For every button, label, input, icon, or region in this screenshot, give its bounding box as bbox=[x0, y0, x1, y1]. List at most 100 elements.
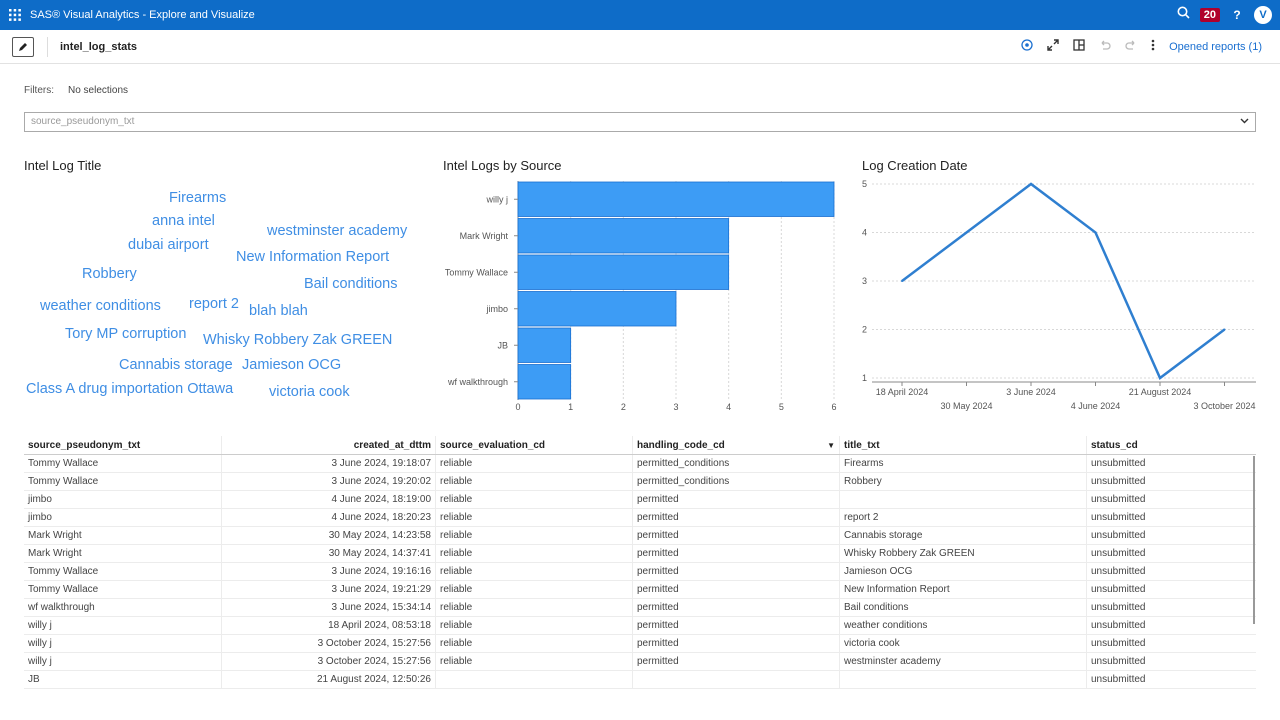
table-cell: unsubmitted bbox=[1091, 620, 1146, 631]
table-cell bbox=[633, 671, 840, 688]
word-cloud-item[interactable]: Robbery bbox=[82, 266, 137, 282]
word-cloud-item[interactable]: Firearms bbox=[169, 190, 227, 206]
word-cloud-item[interactable]: blah blah bbox=[249, 303, 308, 319]
filters-value: No selections bbox=[68, 85, 129, 96]
table-cell: reliable bbox=[436, 491, 633, 508]
word-cloud-item[interactable]: westminster academy bbox=[267, 223, 408, 239]
column-header[interactable]: created_at_dttm bbox=[222, 436, 436, 454]
table-cell: 30 May 2024, 14:23:58 bbox=[222, 527, 436, 544]
y-tick-label: 5 bbox=[862, 179, 867, 189]
notification-badge[interactable]: 20 bbox=[1199, 8, 1220, 22]
table-cell: willy j bbox=[24, 635, 222, 652]
undo-icon[interactable] bbox=[1099, 38, 1111, 56]
x-tick-label: 30 May 2024 bbox=[940, 401, 992, 411]
bar bbox=[517, 364, 572, 400]
line-chart: 1 2 3 4 5 18 April 2024 30 May 2024 3 June 2024… bbox=[862, 179, 1256, 411]
layout-icon[interactable] bbox=[1073, 38, 1085, 56]
table-cell: 3 June 2024, 19:18:07 bbox=[222, 455, 436, 472]
word-cloud-item[interactable]: report 2 bbox=[189, 296, 239, 312]
table-cell: permitted bbox=[633, 527, 840, 544]
table-cell: reliable bbox=[436, 509, 633, 526]
table-row[interactable]: Tommy Wallace 3 June 2024, 19:18:07 reliab… bbox=[24, 455, 1256, 473]
avatar[interactable]: V bbox=[1254, 6, 1272, 24]
word-cloud-item[interactable]: victoria cook bbox=[269, 384, 350, 400]
table-row[interactable]: jimbo 4 June 2024, 18:19:00 reliable permit… bbox=[24, 491, 1256, 509]
table-cell: permitted bbox=[633, 581, 840, 598]
y-tick-label: wf walkthrough bbox=[447, 377, 508, 387]
word-cloud-title: Intel Log Title bbox=[24, 158, 102, 173]
app-menu-icon[interactable] bbox=[0, 0, 30, 30]
help-button[interactable]: ? bbox=[1233, 8, 1241, 22]
line-chart-title: Log Creation Date bbox=[862, 158, 968, 173]
table-cell: permitted bbox=[633, 545, 840, 562]
table-cell: jimbo bbox=[24, 509, 222, 526]
dropdown-placeholder: source_pseudonym_txt bbox=[31, 116, 135, 127]
y-tick-label: 3 bbox=[862, 276, 867, 286]
word-cloud-item[interactable]: weather conditions bbox=[40, 298, 161, 314]
word-cloud-item[interactable]: Whisky Robbery Zak GREEN bbox=[203, 332, 393, 348]
table-cell: reliable bbox=[436, 617, 633, 634]
word-cloud-item[interactable]: anna intel bbox=[152, 213, 215, 229]
column-header-sorted[interactable]: handling_code_cd ▼ bbox=[633, 436, 840, 454]
word-cloud-item[interactable]: New Information Report bbox=[236, 249, 390, 265]
table-row[interactable]: Mark Wright 30 May 2024, 14:23:58 reliable… bbox=[24, 527, 1256, 545]
table-cell: permitted bbox=[633, 509, 840, 526]
table-cell: unsubmitted bbox=[1091, 566, 1146, 577]
x-tick-label: 3 October 2024 bbox=[1193, 401, 1255, 411]
table-cell: reliable bbox=[436, 635, 633, 652]
sort-descending-icon[interactable]: ▼ bbox=[827, 440, 835, 450]
word-cloud-item[interactable]: Tory MP corruption bbox=[65, 326, 187, 342]
word-cloud-item[interactable]: Bail conditions bbox=[304, 276, 398, 292]
column-header[interactable]: source_evaluation_cd bbox=[436, 436, 633, 454]
table-cell: 3 October 2024, 15:27:56 bbox=[222, 635, 436, 652]
search-icon[interactable] bbox=[1177, 6, 1190, 24]
expand-icon[interactable] bbox=[1047, 38, 1059, 56]
table-scrollbar[interactable] bbox=[1253, 456, 1255, 624]
x-tick-label: 4 June 2024 bbox=[1071, 401, 1121, 411]
info-icon[interactable] bbox=[1021, 38, 1033, 56]
column-header[interactable]: title_txt bbox=[840, 436, 1087, 454]
opened-reports-link[interactable]: Opened reports (1) bbox=[1169, 41, 1262, 53]
table-row[interactable]: jimbo 4 June 2024, 18:20:23 reliable permit… bbox=[24, 509, 1256, 527]
chevron-down-icon bbox=[1240, 116, 1249, 128]
edit-button[interactable] bbox=[12, 36, 34, 57]
bar-chart-title: Intel Logs by Source bbox=[443, 158, 562, 173]
word-cloud-item[interactable]: Jamieson OCG bbox=[242, 357, 342, 373]
table-row[interactable]: Tommy Wallace 3 June 2024, 19:20:02 reliab… bbox=[24, 473, 1256, 491]
table-cell: 3 June 2024, 15:34:14 bbox=[222, 599, 436, 616]
data-point bbox=[1030, 183, 1032, 185]
word-cloud-item[interactable]: Cannabis storage bbox=[119, 357, 233, 373]
word-cloud-item[interactable]: dubai airport bbox=[128, 237, 209, 253]
table-cell: permitted bbox=[633, 563, 840, 580]
bar-chart: 0 1 2 3 4 5 6 willy j Mark Wright Tommy Wallace ji… bbox=[445, 181, 837, 412]
more-options-icon[interactable] bbox=[1151, 38, 1155, 56]
word-cloud-item[interactable]: Class A drug importation Ottawa bbox=[26, 381, 234, 397]
table-row[interactable]: Tommy Wallace 3 June 2024, 19:21:29 reliab… bbox=[24, 581, 1256, 599]
table-cell: reliable bbox=[436, 455, 633, 472]
table-row[interactable]: willy j 18 April 2024, 08:53:18 reliable pe… bbox=[24, 617, 1256, 635]
table-cell: reliable bbox=[436, 653, 633, 670]
column-header[interactable]: status_cd bbox=[1091, 439, 1138, 451]
table-cell: reliable bbox=[436, 599, 633, 616]
table-cell: reliable bbox=[436, 545, 633, 562]
bar bbox=[517, 218, 730, 254]
table-cell: Tommy Wallace bbox=[24, 563, 222, 580]
data-point bbox=[1159, 377, 1161, 379]
data-table: source_pseudonym_txt created_at_dttm sou… bbox=[24, 436, 1256, 689]
x-tick-label: 18 April 2024 bbox=[876, 387, 929, 397]
table-row[interactable]: Tommy Wallace 3 June 2024, 19:16:16 reliab… bbox=[24, 563, 1256, 581]
redo-icon[interactable] bbox=[1125, 38, 1137, 56]
table-row[interactable]: wf walkthrough 3 June 2024, 15:34:14 relia… bbox=[24, 599, 1256, 617]
x-tick-label: 3 June 2024 bbox=[1006, 387, 1056, 397]
table-cell: 21 August 2024, 12:50:26 bbox=[222, 671, 436, 688]
series-line bbox=[901, 182, 1226, 380]
table-cell: reliable bbox=[436, 473, 633, 490]
table-row[interactable]: JB 21 August 2024, 12:50:26 unsubmitted bbox=[24, 671, 1256, 689]
column-header[interactable]: source_pseudonym_txt bbox=[24, 436, 222, 454]
table-cell: Mark Wright bbox=[24, 545, 222, 562]
table-row[interactable]: Mark Wright 30 May 2024, 14:37:41 reliable… bbox=[24, 545, 1256, 563]
data-point bbox=[1094, 231, 1097, 234]
source-filter-dropdown[interactable]: source_pseudonym_txt bbox=[24, 112, 1256, 132]
